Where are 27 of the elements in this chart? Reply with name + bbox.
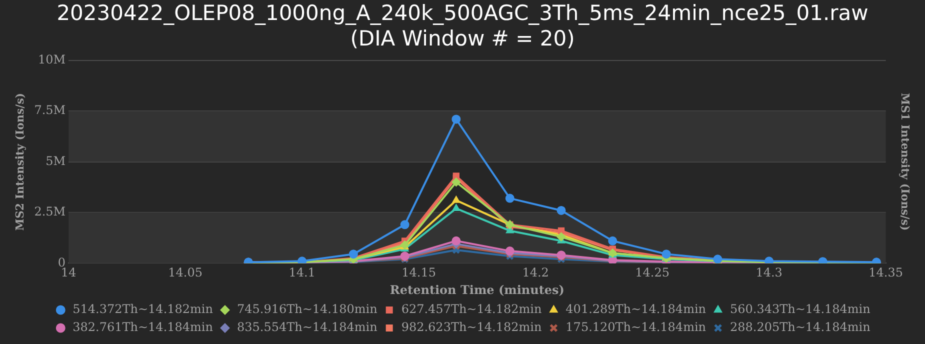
y-axis-title: MS2 Intensity (Ions/s) xyxy=(13,92,26,231)
chart-subtitle: (DIA Window # = 20) xyxy=(350,26,575,50)
y2-axis-title: MS1 Intensity (Ions/s) xyxy=(898,92,912,231)
x-tick-label: 14.35 xyxy=(868,266,903,280)
y-tick-label: 7.5M xyxy=(34,103,66,118)
x-tick-label: 14.3 xyxy=(756,266,782,280)
y-tick-label: 10M xyxy=(38,52,66,67)
x-tick-label: 14.05 xyxy=(168,266,202,280)
legend-label: 175.120Th~14.184min xyxy=(566,320,706,334)
legend-label: 627.457Th~14.182min xyxy=(401,302,542,316)
legend-label: 401.289Th~14.184min xyxy=(566,302,706,316)
x-tick-label: 14.1 xyxy=(288,266,316,280)
legend-label: 560.343Th~14.184min xyxy=(730,302,871,316)
legend-label: 382.761Th~14.184min xyxy=(72,320,214,334)
legend-label: 835.554Th~14.184min xyxy=(236,320,378,334)
y-tick-label: 2.5M xyxy=(34,204,66,219)
legend-label: 982.623Th~14.182min xyxy=(401,320,542,334)
x-tick-label: 14 xyxy=(60,266,77,280)
x-tick-label: 14.15 xyxy=(402,266,436,280)
y-tick-label: 5M xyxy=(46,154,66,168)
x-axis-title: Retention Time (minutes) xyxy=(390,282,564,297)
x-tick-label: 14.25 xyxy=(635,266,670,280)
legend-label: 745.916Th~14.180min xyxy=(236,302,378,316)
x-tick-label: 14.2 xyxy=(522,266,549,280)
chart-title: 20230422_OLEP08_1000ng_A_240k_500AGC_3Th_5ms_24min_nce25_01.raw xyxy=(56,1,868,26)
legend-label: 288.205Th~14.184min xyxy=(730,320,871,334)
legend-label: 514.372Th~14.182min xyxy=(72,302,214,316)
